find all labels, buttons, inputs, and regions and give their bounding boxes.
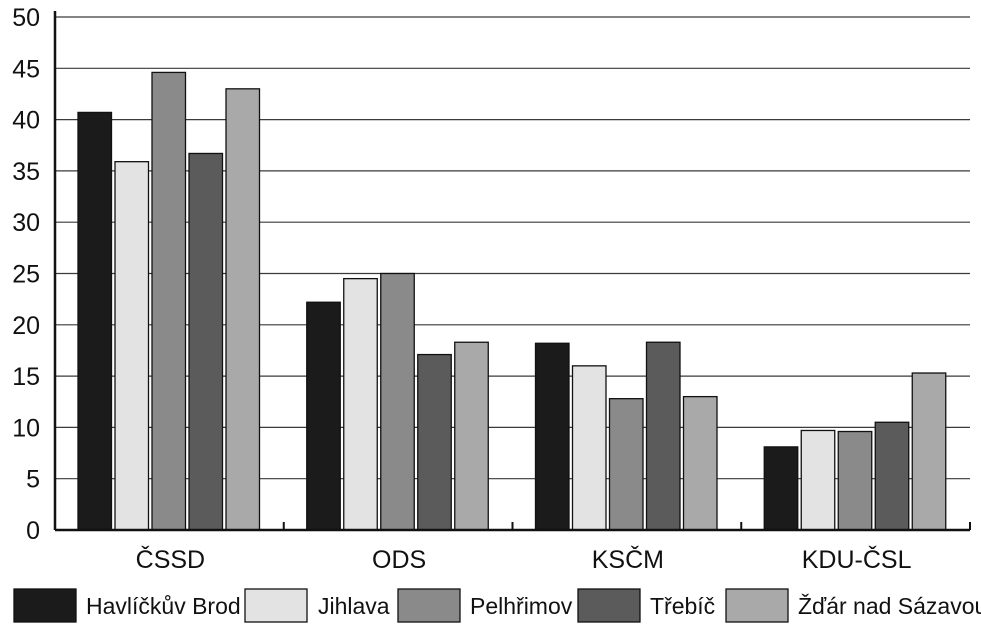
bar <box>571 365 607 531</box>
legend-label: Pelhřimov <box>470 593 573 619</box>
legend-label: Havlíčkův Brod <box>86 593 241 619</box>
y-tick-label: 10 <box>12 414 40 442</box>
x-category-label: ODS <box>372 546 426 574</box>
x-axis-labels: ČSSD ODS KSČM KDU-ČSL <box>136 545 912 574</box>
legend-swatch <box>244 588 308 623</box>
bar <box>77 111 113 531</box>
legend-swatch <box>577 588 641 623</box>
y-tick-label: 45 <box>12 55 40 83</box>
legend-label: Jihlava <box>318 593 390 619</box>
bar <box>417 353 452 531</box>
y-tick-label: 35 <box>12 158 40 186</box>
bar <box>225 88 261 531</box>
bar <box>306 301 341 531</box>
y-tick-label: 50 <box>12 4 40 32</box>
y-tick-label: 0 <box>26 517 40 545</box>
x-category-label: KSČM <box>592 545 664 574</box>
legend: Havlíčkův Brod Jihlava Pelhřimov Třebíč Žďár… <box>13 588 981 623</box>
bar <box>188 152 224 531</box>
axes <box>53 11 971 532</box>
x-category-label: KDU-ČSL <box>802 545 912 574</box>
y-tick-label: 20 <box>12 312 40 340</box>
legend-label: Žďár nad Sázavou <box>798 593 981 619</box>
y-tick-label: 15 <box>12 363 40 391</box>
bar <box>837 430 873 531</box>
bar <box>343 277 378 531</box>
x-category-label: ČSSD <box>136 545 205 574</box>
y-axis-ticks: 0 5 10 15 20 25 30 35 40 45 50 <box>12 4 40 545</box>
bar <box>763 446 799 531</box>
bar <box>454 341 489 531</box>
bar <box>151 71 187 531</box>
bar <box>380 272 415 531</box>
bar <box>114 161 150 531</box>
bar <box>874 421 910 531</box>
legend-swatch <box>397 588 461 623</box>
bar <box>608 398 644 531</box>
legend-swatch <box>13 588 77 623</box>
legend-label: Třebíč <box>650 593 715 619</box>
y-tick-label: 25 <box>12 261 40 289</box>
bar <box>911 372 947 531</box>
bars <box>77 71 947 531</box>
y-tick-label: 5 <box>26 466 40 494</box>
y-tick-label: 40 <box>12 107 40 135</box>
y-tick-label: 30 <box>12 209 40 237</box>
bar <box>682 395 718 531</box>
bar <box>800 429 836 531</box>
legend-swatch <box>725 588 789 623</box>
bar <box>534 342 570 531</box>
bar <box>645 341 681 531</box>
